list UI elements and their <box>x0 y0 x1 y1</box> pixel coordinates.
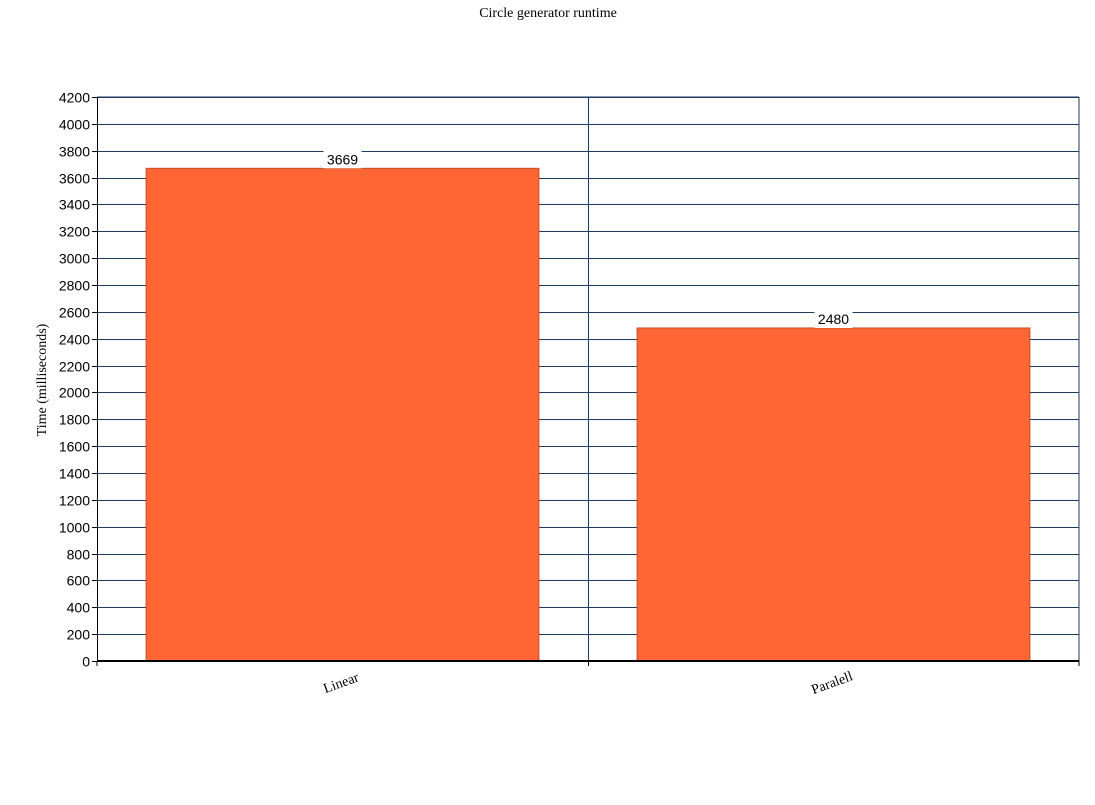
y-tick-label: 2600 <box>59 305 90 321</box>
y-tick-label: 1600 <box>59 439 90 455</box>
y-tick-label: 2400 <box>59 332 90 348</box>
bar <box>636 327 1031 662</box>
data-label-bg <box>814 309 853 328</box>
y-tick-label: 4200 <box>59 90 90 106</box>
data-labels: 3669 2480 <box>323 150 853 328</box>
y-tick-label: 1000 <box>59 520 90 536</box>
y-tick-label: 3200 <box>59 224 90 240</box>
chart-title: Circle generator runtime <box>479 6 617 21</box>
y-tick-label: 2800 <box>59 278 90 294</box>
bar <box>145 167 540 662</box>
data-label: 3669 <box>327 151 358 167</box>
data-label: 2480 <box>818 311 849 327</box>
y-axis-label: Time (milliseconds) <box>35 323 50 436</box>
bars <box>145 167 1031 662</box>
data-label-bg <box>323 150 362 169</box>
y-tick-label: 200 <box>67 627 91 643</box>
y-tick-label: 4000 <box>59 117 90 133</box>
y-tick-label: 2000 <box>59 385 90 401</box>
tick-labels: 0 200 400 600 800 1000 1200 1400 1600 1800 2000 220… <box>59 90 855 699</box>
y-tick-label: 1400 <box>59 466 90 482</box>
y-tick-label: 3600 <box>59 171 90 187</box>
y-tick-label: 2200 <box>59 359 90 375</box>
y-tick-label: 0 <box>82 654 90 670</box>
y-tick-label: 3000 <box>59 251 90 267</box>
y-tick-label: 400 <box>67 600 91 616</box>
axes <box>92 97 1080 666</box>
y-tick-label: 600 <box>67 573 91 589</box>
x-tick-label: Paralell <box>810 669 855 698</box>
y-tick-label: 3400 <box>59 197 90 213</box>
y-tick-label: 800 <box>67 547 91 563</box>
y-tick-label: 3800 <box>59 144 90 160</box>
y-tick-label: 1800 <box>59 412 90 428</box>
y-tick-label: 1200 <box>59 493 90 509</box>
x-tick-label: Linear <box>322 670 362 697</box>
